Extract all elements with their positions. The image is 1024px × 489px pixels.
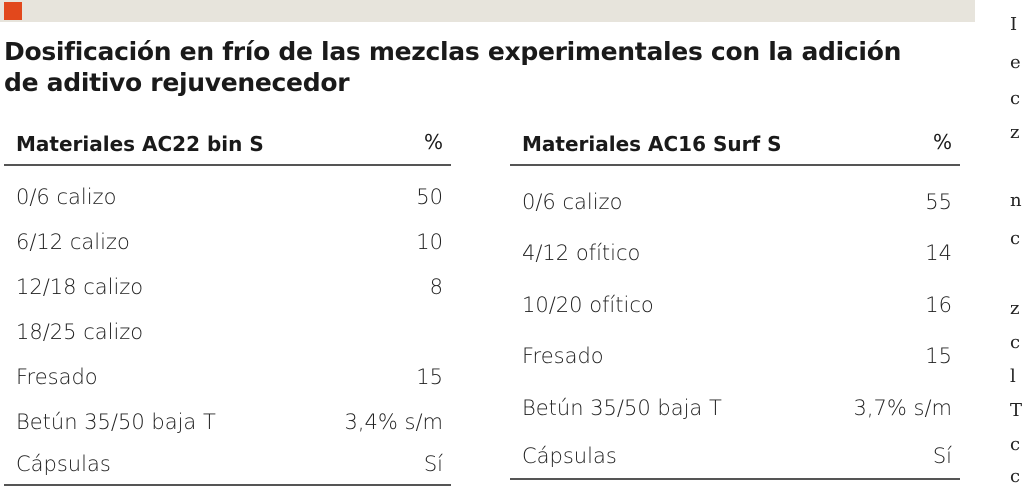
table-body: 0/6 calizo 55 4/12 ofítico 14 10/20 ofític… bbox=[510, 166, 960, 480]
value-cell: 15 bbox=[925, 344, 952, 369]
material-cell: Betún 35/50 baja T bbox=[16, 409, 216, 434]
material-cell: 6/12 calizo bbox=[16, 229, 130, 254]
table-row: 0/6 calizo 55 bbox=[510, 176, 960, 228]
edge-glyph: n bbox=[1010, 190, 1022, 211]
edge-glyph: T bbox=[1010, 400, 1023, 421]
table-row: 4/12 ofítico 14 bbox=[510, 228, 960, 280]
edge-glyph: c bbox=[1010, 228, 1021, 249]
edge-glyph: c bbox=[1010, 88, 1021, 109]
table-row: Fresado 15 bbox=[4, 354, 451, 399]
material-cell: 0/6 calizo bbox=[16, 184, 117, 209]
value-cell: Sí bbox=[423, 452, 443, 476]
table-header: Materiales AC16 Surf S % bbox=[510, 124, 960, 166]
edge-glyph: z bbox=[1010, 298, 1020, 319]
column-header-percent: % bbox=[423, 130, 443, 154]
table-row: 18/25 calizo bbox=[4, 309, 451, 354]
table-row: Fresado 15 bbox=[510, 331, 960, 383]
column-header-material: Materiales AC22 bin S bbox=[16, 132, 264, 156]
material-cell: 18/25 calizo bbox=[16, 319, 144, 344]
cropped-adjacent-text: I e c z n c z c l T c c bbox=[1010, 0, 1024, 489]
table-row: Cápsulas Sí bbox=[4, 444, 451, 484]
material-cell: 4/12 ofítico bbox=[522, 241, 641, 266]
material-cell: 12/18 calizo bbox=[16, 274, 144, 299]
table-row: 10/20 ofítico 16 bbox=[510, 279, 960, 331]
value-cell: 3,4% s/m bbox=[344, 409, 444, 434]
value-cell: 14 bbox=[925, 241, 952, 266]
table-row: Betún 35/50 baja T 3,4% s/m bbox=[4, 399, 451, 444]
value-cell: 15 bbox=[416, 364, 443, 389]
material-cell: 10/20 ofítico bbox=[522, 292, 654, 317]
value-cell: 16 bbox=[925, 292, 952, 317]
edge-glyph: c bbox=[1010, 466, 1021, 487]
table-ac16-surf-s: Materiales AC16 Surf S % 0/6 calizo 55 4/… bbox=[510, 124, 960, 480]
edge-glyph: c bbox=[1010, 332, 1021, 353]
value-cell: 55 bbox=[925, 189, 952, 214]
table-ac22-bin-s: Materiales AC22 bin S % 0/6 calizo 50 6/1… bbox=[4, 124, 451, 486]
value-cell: 50 bbox=[416, 184, 443, 209]
column-header-material: Materiales AC16 Surf S bbox=[522, 132, 782, 156]
material-cell: Fresado bbox=[522, 344, 604, 369]
table-row: Betún 35/50 baja T 3,7% s/m bbox=[510, 382, 960, 434]
value-cell: Sí bbox=[932, 443, 952, 468]
edge-glyph: l bbox=[1010, 366, 1016, 387]
edge-glyph: e bbox=[1010, 52, 1021, 73]
table-row: 6/12 calizo 10 bbox=[4, 219, 451, 264]
page-title: Dosificación en frío de las mezclas expe… bbox=[4, 37, 902, 97]
table-row: 0/6 calizo 50 bbox=[4, 174, 451, 219]
material-cell: Cápsulas bbox=[16, 452, 111, 476]
edge-glyph: I bbox=[1010, 14, 1018, 35]
value-cell: 10 bbox=[416, 229, 443, 254]
value-cell: 8 bbox=[429, 274, 443, 299]
material-cell: Fresado bbox=[16, 364, 98, 389]
material-cell: Betún 35/50 baja T bbox=[522, 395, 722, 420]
table-row: 12/18 calizo 8 bbox=[4, 264, 451, 309]
table-row: Cápsulas Sí bbox=[510, 434, 960, 478]
edge-glyph: c bbox=[1010, 434, 1021, 455]
material-cell: Cápsulas bbox=[522, 443, 617, 468]
accent-square bbox=[4, 2, 22, 20]
section-header-bar bbox=[0, 0, 975, 22]
edge-glyph: z bbox=[1010, 122, 1020, 143]
column-header-percent: % bbox=[932, 130, 952, 154]
table-body: 0/6 calizo 50 6/12 calizo 10 12/18 calizo 8… bbox=[4, 166, 451, 486]
table-header: Materiales AC22 bin S % bbox=[4, 124, 451, 166]
material-cell: 0/6 calizo bbox=[522, 189, 623, 214]
value-cell: 3,7% s/m bbox=[853, 395, 953, 420]
